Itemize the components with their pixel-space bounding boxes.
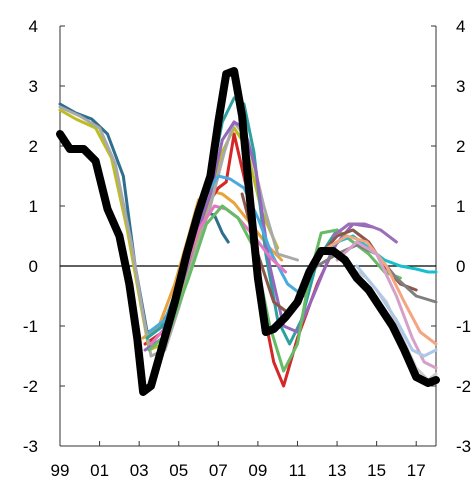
y-tick-label-right: -1 [456,317,471,336]
series-group [56,67,440,396]
x-tick-label: 07 [209,461,228,480]
x-tick-label: 11 [289,461,307,480]
series-line-14 [325,234,438,346]
y-tick-label-right: 4 [456,17,465,36]
y-tick-label-left: -2 [23,377,38,396]
y-axis-left: -3 -2 -1 0 1 2 3 4 [23,17,65,456]
x-tick-label: 17 [407,461,426,480]
x-tick-label: 99 [51,461,70,480]
series-line-17 [355,264,438,358]
x-axis: 99 01 03 05 07 09 11 13 15 17 [51,441,426,480]
y-tick-label-left: -3 [23,437,38,456]
y-tick-label-right: -3 [456,437,471,456]
x-tick-label: 13 [328,461,347,480]
x-tick-label: 05 [169,461,188,480]
y-tick-label-left: 2 [29,137,38,156]
series-line-18 [331,222,398,244]
y-tick-label-left: 4 [29,17,38,36]
y-tick-label-right: 1 [456,197,465,216]
y-tick-label-left: 3 [29,77,38,96]
y-tick-label-left: 1 [29,197,38,216]
y-tick-label-right: -2 [456,377,471,396]
y-tick-label-left: 0 [29,257,38,276]
x-tick-label: 03 [130,461,149,480]
x-tick-label: 09 [248,461,267,480]
y-axis-right: -3 -2 -1 0 1 2 3 4 [431,17,471,456]
y-tick-label-left: -1 [23,317,38,336]
series-line-3 [143,132,339,388]
series-line-15 [335,240,438,370]
x-tick-label: 01 [90,461,109,480]
series-line-19 [56,67,440,396]
y-tick-label-right: 0 [456,257,465,276]
y-tick-label-right: 2 [456,137,465,156]
x-tick-label: 15 [367,461,386,480]
y-tick-label-right: 3 [456,77,465,96]
